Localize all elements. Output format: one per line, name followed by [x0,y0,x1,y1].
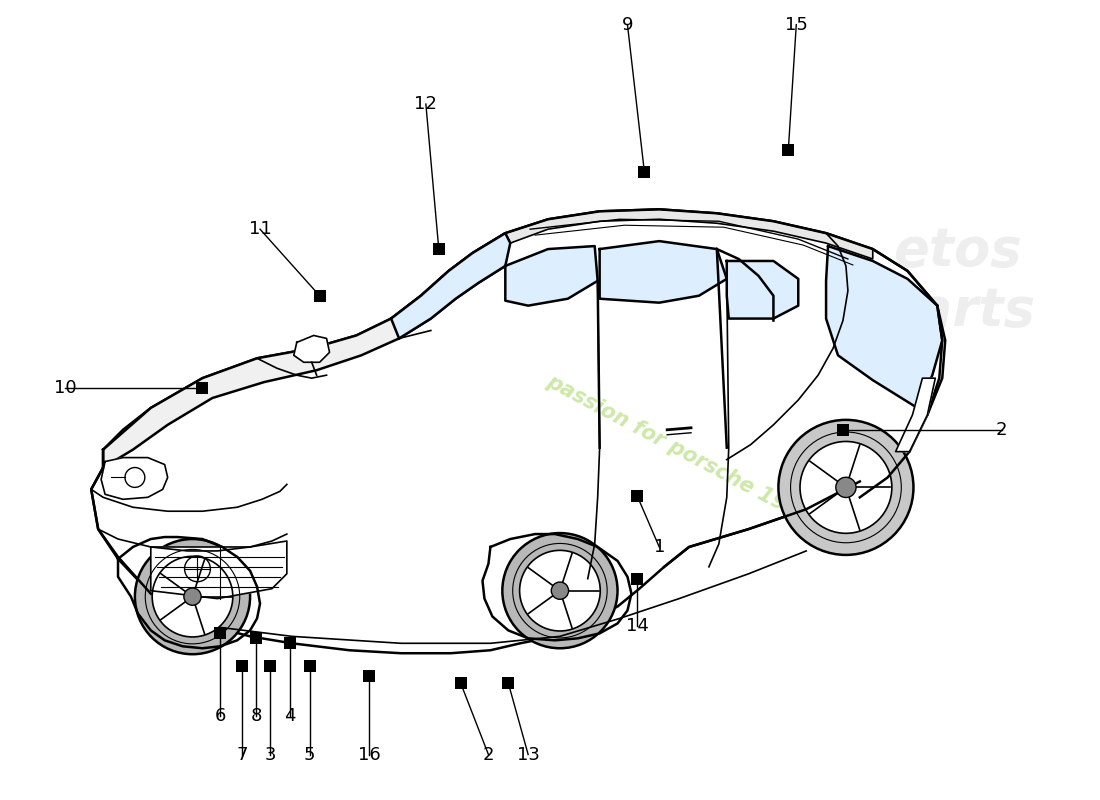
Bar [284,638,296,650]
Circle shape [800,442,892,534]
Text: 6: 6 [214,706,225,725]
Polygon shape [101,458,167,499]
Text: 2: 2 [997,421,1008,438]
Bar [264,660,276,672]
Text: 5: 5 [304,746,316,763]
Bar [454,677,466,689]
Text: passion for porsche 1989: passion for porsche 1989 [543,371,815,528]
Text: 16: 16 [358,746,381,763]
Text: 14: 14 [626,618,649,635]
Text: 15: 15 [784,16,807,34]
Text: 9: 9 [621,16,634,34]
Text: 13: 13 [517,746,540,763]
Bar [236,660,249,672]
Text: 1: 1 [653,538,664,556]
Bar [432,243,444,255]
Polygon shape [91,210,945,654]
Text: 4: 4 [284,706,296,725]
Circle shape [836,478,856,498]
Circle shape [503,533,617,648]
Polygon shape [826,246,943,408]
Text: 10: 10 [54,379,77,397]
Bar [250,632,262,644]
Circle shape [779,420,913,555]
Circle shape [551,582,569,599]
Text: 8: 8 [251,706,262,725]
Bar [631,573,644,585]
Bar [837,424,849,436]
Bar [631,490,644,502]
Bar [503,677,515,689]
Bar [782,144,794,156]
Circle shape [519,550,601,631]
Circle shape [152,556,233,637]
Polygon shape [294,335,330,362]
Polygon shape [727,261,799,318]
Polygon shape [600,241,727,302]
Polygon shape [103,233,505,467]
Bar [314,290,326,302]
Text: etos
parts: etos parts [879,225,1035,337]
Polygon shape [392,233,510,338]
Text: 11: 11 [249,220,272,238]
Circle shape [135,539,250,654]
Bar [638,166,650,178]
Text: 3: 3 [264,746,276,763]
Bar [197,382,208,394]
Circle shape [184,588,201,606]
Text: 7: 7 [236,746,248,763]
Polygon shape [505,210,872,259]
Text: 2: 2 [483,746,494,763]
Polygon shape [895,378,935,452]
Bar [363,670,375,682]
Polygon shape [151,541,287,598]
Text: 12: 12 [415,95,438,113]
Polygon shape [505,246,597,306]
Bar [214,627,227,639]
Bar [304,660,316,672]
